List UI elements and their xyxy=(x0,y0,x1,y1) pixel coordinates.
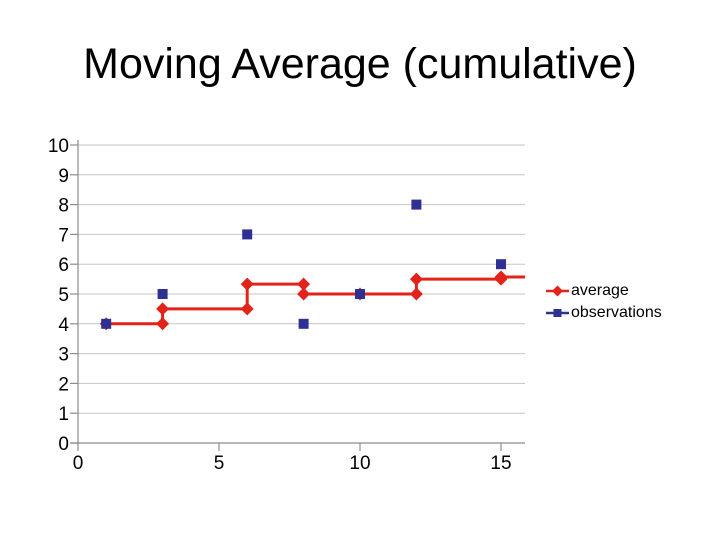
y-tick-label: 1 xyxy=(58,404,69,425)
observation-point-marker xyxy=(355,289,365,299)
y-axis-labels: 0 1 2 3 4 5 6 7 8 9 10 xyxy=(48,136,70,455)
observation-point-marker xyxy=(101,318,112,329)
observations-swatch-square xyxy=(553,308,562,317)
x-tick-label: 0 xyxy=(73,453,84,474)
y-tick-label: 10 xyxy=(48,136,69,157)
chart-legend: average observations xyxy=(545,280,662,323)
legend-item-observations: observations xyxy=(545,302,662,323)
y-tick-label: 3 xyxy=(58,345,69,366)
average-point-marker xyxy=(240,277,254,291)
x-axis-labels: 0 5 10 15 xyxy=(73,453,512,474)
y-tick-label: 7 xyxy=(58,225,69,246)
series-observations xyxy=(101,199,506,329)
y-gridlines xyxy=(78,144,525,414)
average-line-marker-icon xyxy=(546,285,569,296)
legend-label-average: average xyxy=(571,281,629,299)
average-point-marker xyxy=(409,272,423,286)
y-tick-label: 0 xyxy=(58,434,69,455)
average-point-marker xyxy=(409,287,423,301)
observation-point-marker xyxy=(298,318,309,329)
x-tick-label: 5 xyxy=(214,453,225,474)
y-tick-label: 2 xyxy=(58,374,69,395)
slide-title: Moving Average (cumulative) xyxy=(83,40,637,88)
y-tick-label: 6 xyxy=(58,255,69,276)
observation-point-marker xyxy=(242,229,253,240)
y-tick-label: 5 xyxy=(58,285,69,306)
y-tick-label: 9 xyxy=(58,166,69,187)
average-point-marker xyxy=(297,287,311,301)
x-tick-label: 15 xyxy=(490,453,511,474)
observation-point-marker xyxy=(496,259,506,270)
legend-item-average: average xyxy=(545,280,662,301)
observations-line-marker-icon xyxy=(546,308,569,317)
average-step-line xyxy=(106,275,525,326)
average-point-marker xyxy=(156,317,170,331)
average-point-marker xyxy=(297,277,311,291)
y-tick-label: 4 xyxy=(58,315,69,336)
x-tick-label: 10 xyxy=(349,453,370,474)
observation-point-marker xyxy=(157,289,168,299)
series-average xyxy=(99,270,525,331)
legend-label-observations: observations xyxy=(571,303,662,321)
y-tick-label: 8 xyxy=(58,196,69,217)
axes xyxy=(70,140,525,451)
average-point-marker xyxy=(240,302,254,316)
observation-point-marker xyxy=(411,199,422,210)
average-swatch-diamond xyxy=(552,285,563,296)
average-point-marker xyxy=(156,302,170,316)
average-point-marker xyxy=(494,270,508,284)
